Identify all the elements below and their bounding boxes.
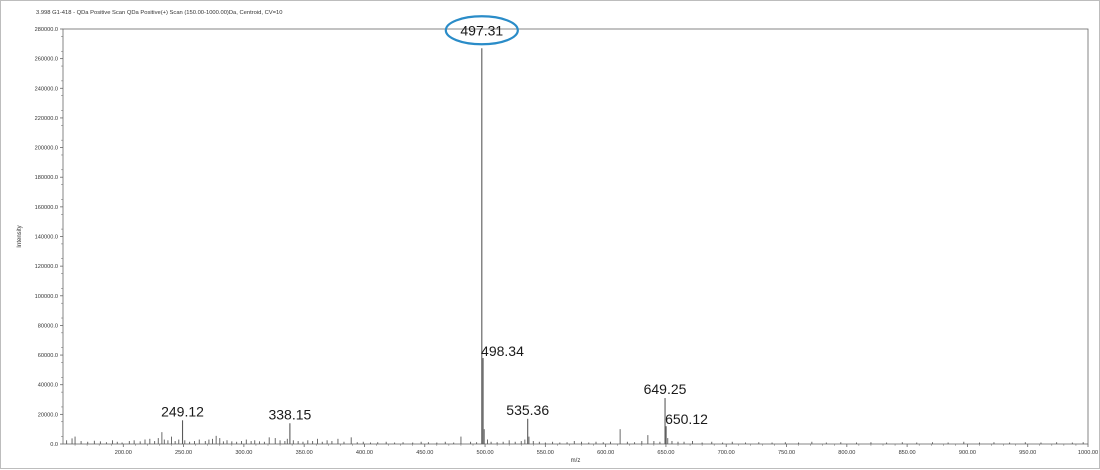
x-tick-label: 650.00 [657, 450, 674, 456]
x-tick-label: 950.00 [1019, 450, 1036, 456]
y-tick-label: 20000.0 [38, 412, 58, 418]
labeled-peaks [181, 48, 667, 444]
x-tick-label: 550.00 [537, 450, 554, 456]
peak-label: 338.15 [268, 406, 311, 422]
x-tick-label: 200.00 [115, 450, 132, 456]
x-tick-label: 1000.00 [1078, 450, 1098, 456]
y-tick-label: 220000.0 [35, 116, 58, 122]
highlight-ellipse [444, 15, 519, 46]
x-tick-label: 300.00 [235, 450, 252, 456]
y-tick-label: 160000.0 [35, 205, 58, 211]
y-tick-label: 180000.0 [35, 175, 58, 181]
peak-labels: 249.12 338.15 497.31 498.34 535.36 649.25 650.… [161, 15, 708, 427]
peak-label: 249.12 [161, 403, 204, 419]
x-tick-label: 600.00 [597, 450, 614, 456]
x-tick-label: 400.00 [356, 450, 373, 456]
peak-label: 649.25 [644, 381, 687, 397]
peak-label: 497.31 [460, 22, 503, 38]
y-tick-label: 40000.0 [38, 383, 58, 389]
x-tick-label: 900.00 [959, 450, 976, 456]
y-axis: 0.0 20000.0 40000.0 60000.0 80000.0 100000.0 1… [35, 27, 1089, 448]
y-axis-label: Intensity [17, 225, 23, 247]
plot-area [62, 28, 1089, 445]
peak-label: 535.36 [506, 402, 549, 418]
x-tick-label: 350.00 [296, 450, 313, 456]
y-tick-label: 120000.0 [35, 264, 58, 270]
y-tick-label: 200000.0 [35, 146, 58, 152]
x-tick-label: 850.00 [899, 450, 916, 456]
x-tick-label: 500.00 [477, 450, 494, 456]
x-tick-label: 700.00 [718, 450, 735, 456]
y-tick-label: 240000.0 [35, 86, 58, 92]
x-tick-label: 250.00 [175, 450, 192, 456]
y-tick-label: 140000.0 [35, 235, 58, 241]
minor-peaks [66, 429, 1084, 444]
y-tick-label: 280000.0 [35, 27, 58, 33]
x-axis-label: m/z [571, 458, 581, 464]
x-tick-label: 450.00 [416, 450, 433, 456]
chart-title: 3.998 G1-418 - QDa Positive Scan QDa Pos… [36, 10, 283, 16]
y-tick-label: 60000.0 [38, 353, 58, 359]
x-tick-label: 750.00 [778, 450, 795, 456]
y-tick-label: 100000.0 [35, 294, 58, 300]
peak-label: 650.12 [665, 411, 708, 427]
x-tick-label: 800.00 [838, 450, 855, 456]
y-tick-label: 0.0 [50, 442, 58, 448]
y-tick-label: 260000.0 [35, 57, 58, 63]
peak-label: 498.34 [481, 343, 524, 359]
y-tick-label: 80000.0 [38, 323, 58, 329]
x-axis: 200.00 250.00 300.00 350.00 400.00 450.00 500.… [74, 444, 1098, 456]
